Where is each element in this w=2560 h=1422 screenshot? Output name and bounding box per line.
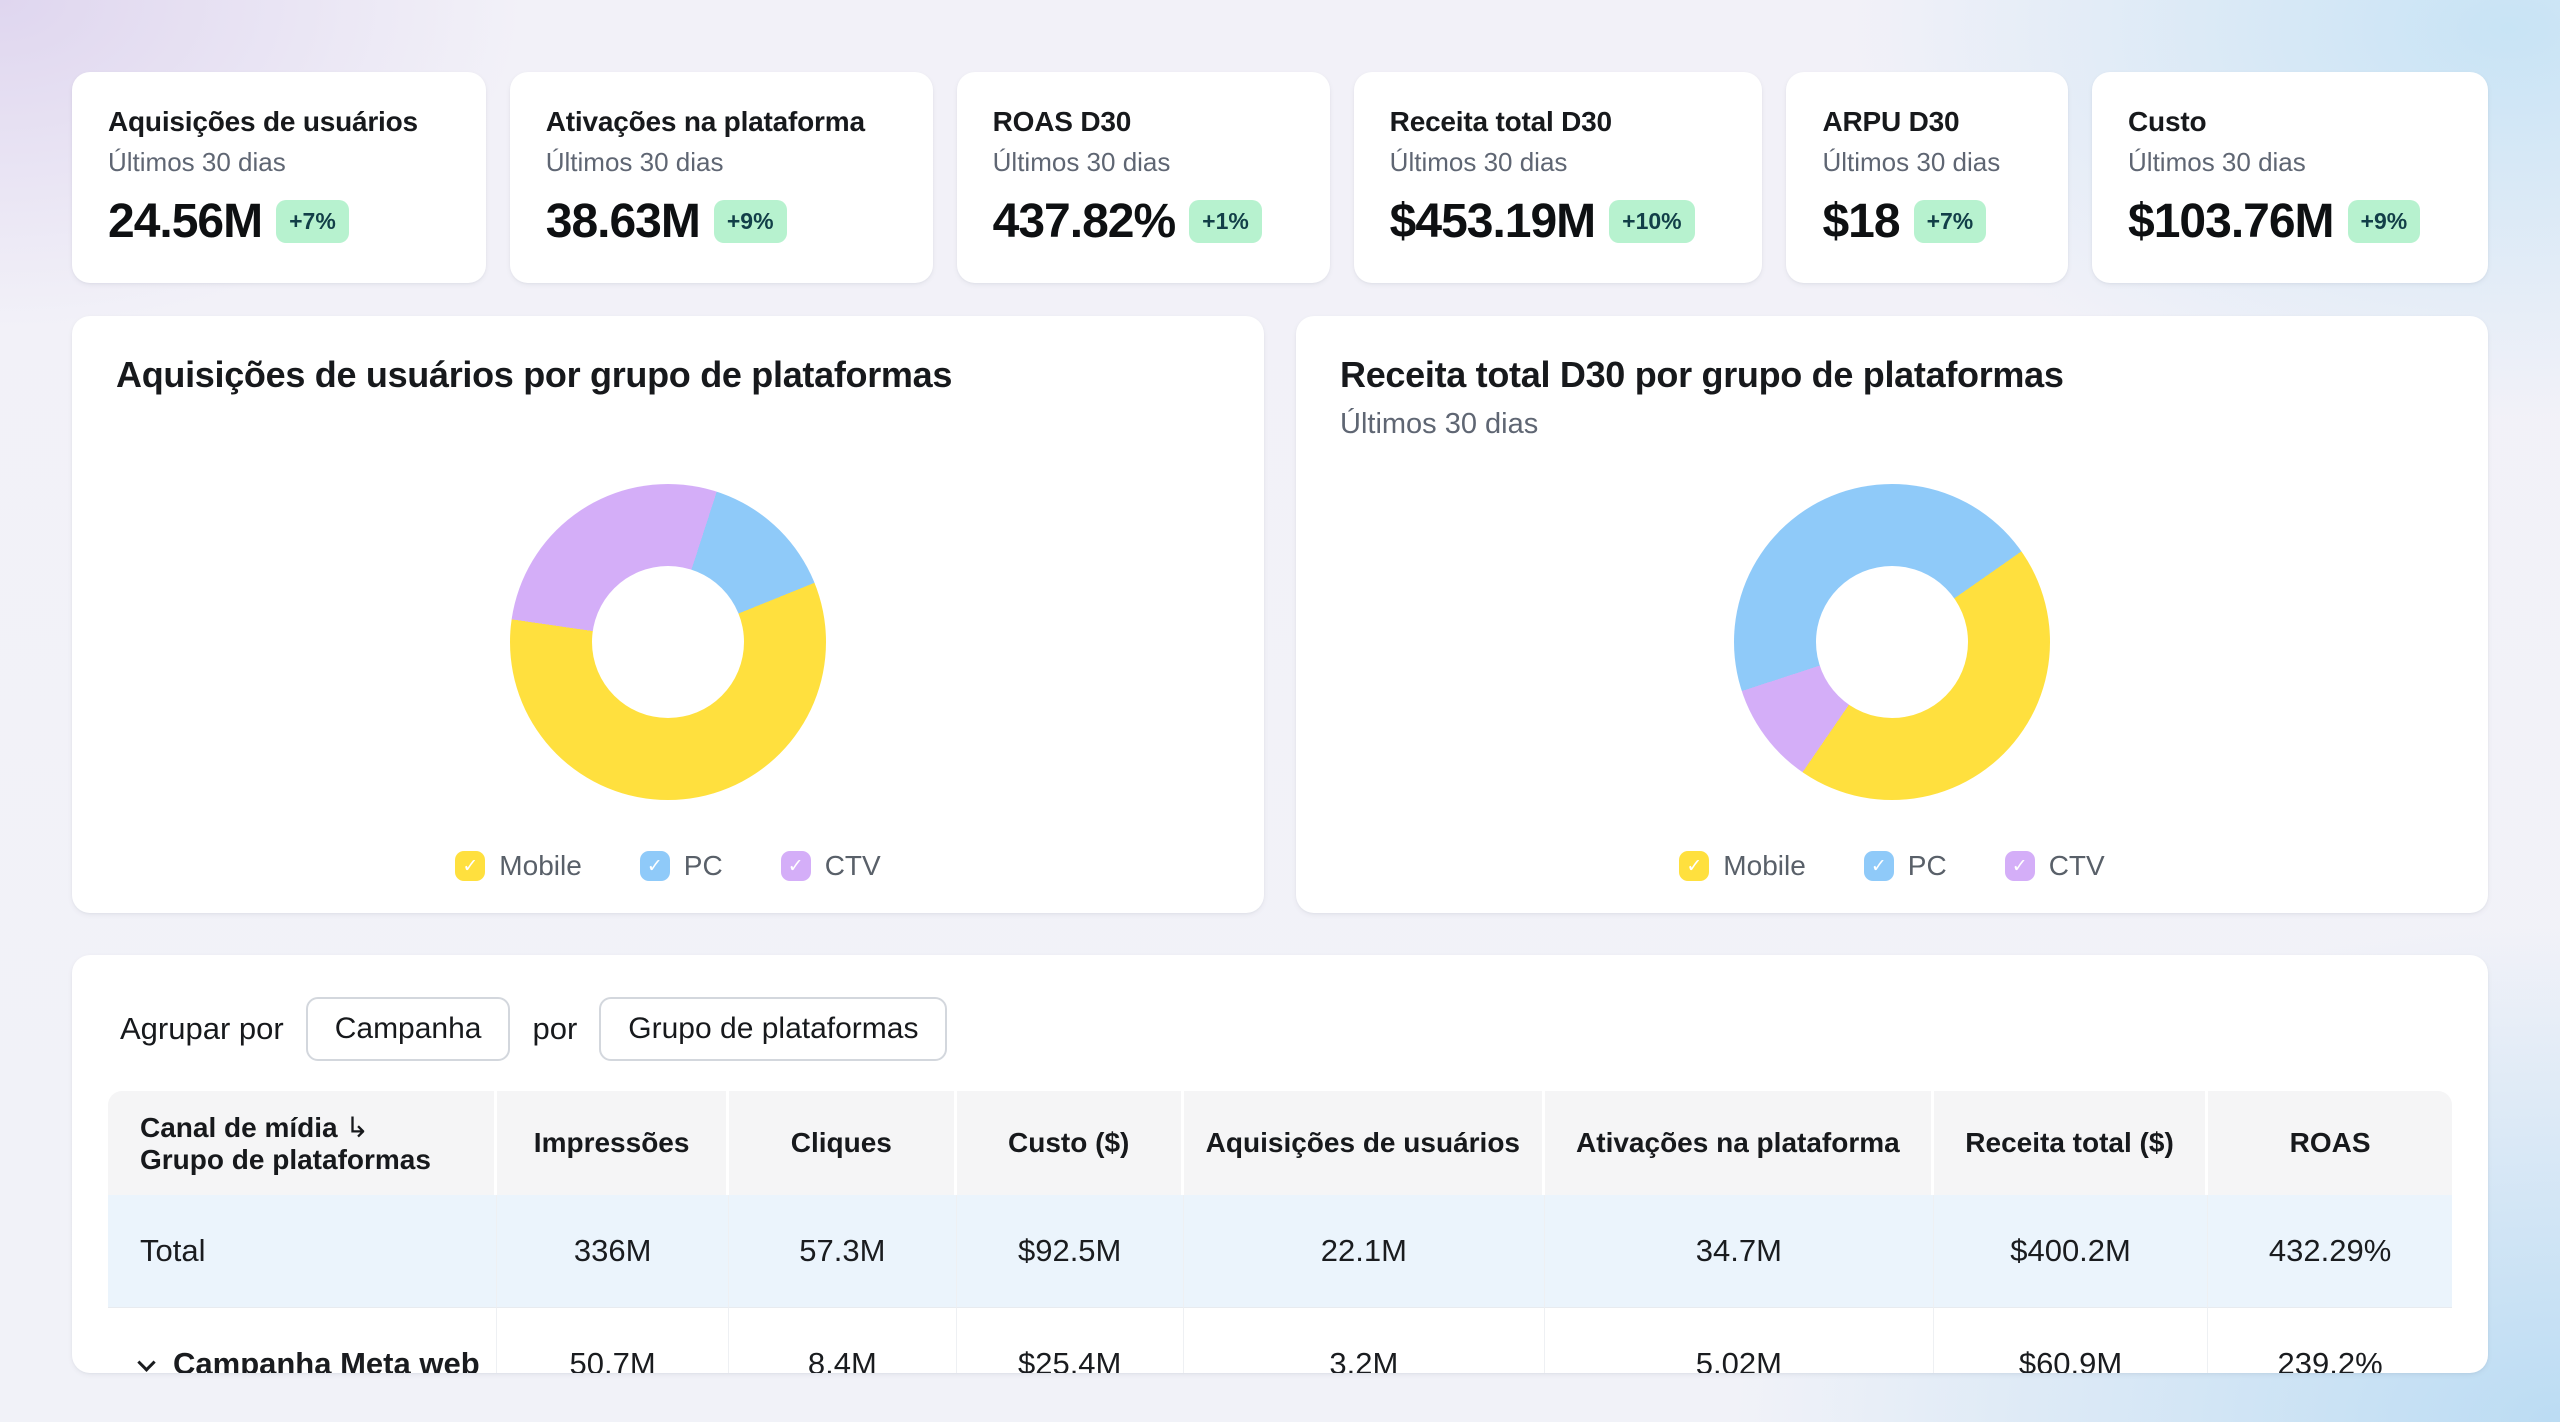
legend-label: Mobile xyxy=(1723,850,1806,881)
branch-arrow-icon: ↳ xyxy=(345,1111,369,1143)
kpi-period: Últimos 30 dias xyxy=(1389,147,1568,177)
donut-chart-revenue xyxy=(1734,484,2050,800)
chart-subtitle: Últimos 30 dias xyxy=(1340,408,1539,440)
kpi-delta-badge: +1% xyxy=(1189,200,1262,243)
kpi-period: Últimos 30 dias xyxy=(2128,147,2306,177)
table-row-campanha-meta-web[interactable]: Campanha Meta web 50.7M 8.4M $25.4M 3.2M… xyxy=(108,1307,2452,1373)
kpi-value-row: 38.63M +9% xyxy=(546,194,897,249)
chart-title: Receita total D30 por grupo de plataform… xyxy=(1340,354,2064,395)
campaign-table: Canal de mídia ↳ Grupo de plataformas Im… xyxy=(108,1091,2452,1373)
kpi-value: 24.56M xyxy=(108,195,263,248)
kpi-row: Aquisições de usuários Últimos 30 dias 2… xyxy=(72,72,2489,283)
legend-item-pc[interactable]: ✓ PC xyxy=(639,850,723,882)
legend-checkbox-mobile: ✓ xyxy=(455,851,486,881)
legend-label: PC xyxy=(683,850,723,881)
group-by-secondary-button[interactable]: Grupo de plataformas xyxy=(599,997,948,1061)
kpi-title: ROAS D30 xyxy=(992,106,1132,137)
group-by-connector: por xyxy=(532,1011,578,1046)
charts-row: Aquisições de usuários por grupo de plat… xyxy=(72,316,2488,913)
legend-item-pc[interactable]: ✓ PC xyxy=(1863,850,1947,882)
legend-label: PC xyxy=(1907,850,1947,881)
kpi-value-row: $103.76M +9% xyxy=(2128,194,2452,249)
legend-item-mobile[interactable]: ✓ Mobile xyxy=(1679,850,1806,882)
kpi-title: Custo xyxy=(2128,106,2207,137)
chart-header: Aquisições de usuários por grupo de plat… xyxy=(116,354,1220,484)
kpi-value: $18 xyxy=(1822,195,1900,248)
kpi-period: Últimos 30 dias xyxy=(545,147,724,177)
column-header-cost: Custo ($) xyxy=(956,1091,1184,1195)
kpi-period: Últimos 30 dias xyxy=(992,147,1171,177)
kpi-title: Ativações na plataforma xyxy=(545,106,865,137)
kpi-delta-badge: +9% xyxy=(713,200,787,243)
legend-checkbox-pc: ✓ xyxy=(639,851,670,881)
kpi-card-user-acquisitions: Aquisições de usuários Últimos 30 dias 2… xyxy=(72,72,486,283)
column-header-total-revenue: Receita total ($) xyxy=(1933,1091,2209,1195)
kpi-title: ARPU D30 xyxy=(1822,106,1960,137)
check-icon: ✓ xyxy=(2011,855,2028,877)
kpi-value-row: 24.56M +7% xyxy=(108,194,450,249)
column-header-platform-activations: Ativações na plataforma xyxy=(1544,1091,1934,1195)
group-by-primary-button[interactable]: Campanha xyxy=(305,997,511,1061)
kpi-period: Últimos 30 dias xyxy=(1822,147,2001,177)
legend-checkbox-mobile: ✓ xyxy=(1679,851,1710,881)
legend-label: CTV xyxy=(2048,850,2105,881)
legend-checkbox-pc: ✓ xyxy=(1863,851,1894,881)
column-header-impressions: Impressões xyxy=(497,1091,730,1195)
chart-legend: ✓ Mobile ✓ PC ✓ CTV xyxy=(116,850,1220,882)
kpi-value-row: $453.19M +10% xyxy=(1390,194,1727,249)
kpi-card-total-revenue-d30: Receita total D30 Últimos 30 dias $453.1… xyxy=(1353,72,1763,283)
legend-item-ctv[interactable]: ✓ CTV xyxy=(2004,850,2105,882)
chevron-down-icon[interactable] xyxy=(137,1353,156,1372)
kpi-value-row: $18 +7% xyxy=(1822,194,2032,249)
check-icon: ✓ xyxy=(1686,855,1703,877)
kpi-card-platform-activations: Ativações na plataforma Últimos 30 dias … xyxy=(509,72,933,283)
chart-card-acquisitions-by-platform: Aquisições de usuários por grupo de plat… xyxy=(72,316,1264,913)
column-header-user-acquisitions: Aquisições de usuários xyxy=(1183,1091,1545,1195)
kpi-value: 38.63M xyxy=(545,195,701,248)
kpi-title: Aquisições de usuários xyxy=(108,106,418,137)
campaign-table-card: Agrupar por Campanha por Grupo de plataf… xyxy=(72,955,2488,1373)
legend-label: Mobile xyxy=(499,850,582,881)
chart-title: Aquisições de usuários por grupo de plat… xyxy=(116,354,953,395)
check-icon: ✓ xyxy=(1870,855,1887,877)
kpi-card-cost: Custo Últimos 30 dias $103.76M +9% xyxy=(2092,72,2489,283)
table-header-row: Canal de mídia ↳ Grupo de plataformas Im… xyxy=(108,1091,2452,1195)
column-header-clicks: Cliques xyxy=(729,1091,957,1195)
kpi-delta-badge: +10% xyxy=(1609,200,1695,243)
legend-item-ctv[interactable]: ✓ CTV xyxy=(780,850,881,882)
check-icon: ✓ xyxy=(787,855,804,877)
legend-label: CTV xyxy=(824,850,881,881)
donut-chart-acquisitions xyxy=(510,484,826,800)
column-header-roas: ROAS xyxy=(2208,1091,2452,1195)
group-by-label: Agrupar por xyxy=(120,1011,284,1046)
kpi-card-roas-d30: ROAS D30 Últimos 30 dias 437.82% +1% xyxy=(956,72,1330,283)
table-row-total: Total 336M 57.3M $92.5M 22.1M 34.7M $400… xyxy=(108,1195,2452,1307)
kpi-delta-badge: +9% xyxy=(2347,200,2421,243)
column-header-media-channel: Canal de mídia ↳ Grupo de plataformas xyxy=(108,1091,498,1195)
group-by-row: Agrupar por Campanha por Grupo de plataf… xyxy=(108,997,2452,1061)
kpi-delta-badge: +7% xyxy=(276,200,349,243)
legend-checkbox-ctv: ✓ xyxy=(2004,851,2035,881)
kpi-value: $103.76M xyxy=(2128,195,2334,248)
kpi-delta-badge: +7% xyxy=(1913,200,1987,243)
kpi-value: 437.82% xyxy=(992,195,1176,248)
chart-card-revenue-by-platform: Receita total D30 por grupo de plataform… xyxy=(1296,316,2488,913)
check-icon: ✓ xyxy=(462,855,479,877)
kpi-period: Últimos 30 dias xyxy=(108,147,286,177)
legend-item-mobile[interactable]: ✓ Mobile xyxy=(455,850,582,882)
kpi-card-arpu-d30: ARPU D30 Últimos 30 dias $18 +7% xyxy=(1786,72,2069,283)
kpi-value: $453.19M xyxy=(1389,195,1596,248)
chart-legend: ✓ Mobile ✓ PC ✓ CTV xyxy=(1340,850,2444,882)
kpi-value-row: 437.82% +1% xyxy=(993,194,1294,249)
check-icon: ✓ xyxy=(646,855,663,877)
kpi-title: Receita total D30 xyxy=(1389,106,1612,137)
chart-header: Receita total D30 por grupo de plataform… xyxy=(1340,354,2444,484)
legend-checkbox-ctv: ✓ xyxy=(780,851,811,881)
